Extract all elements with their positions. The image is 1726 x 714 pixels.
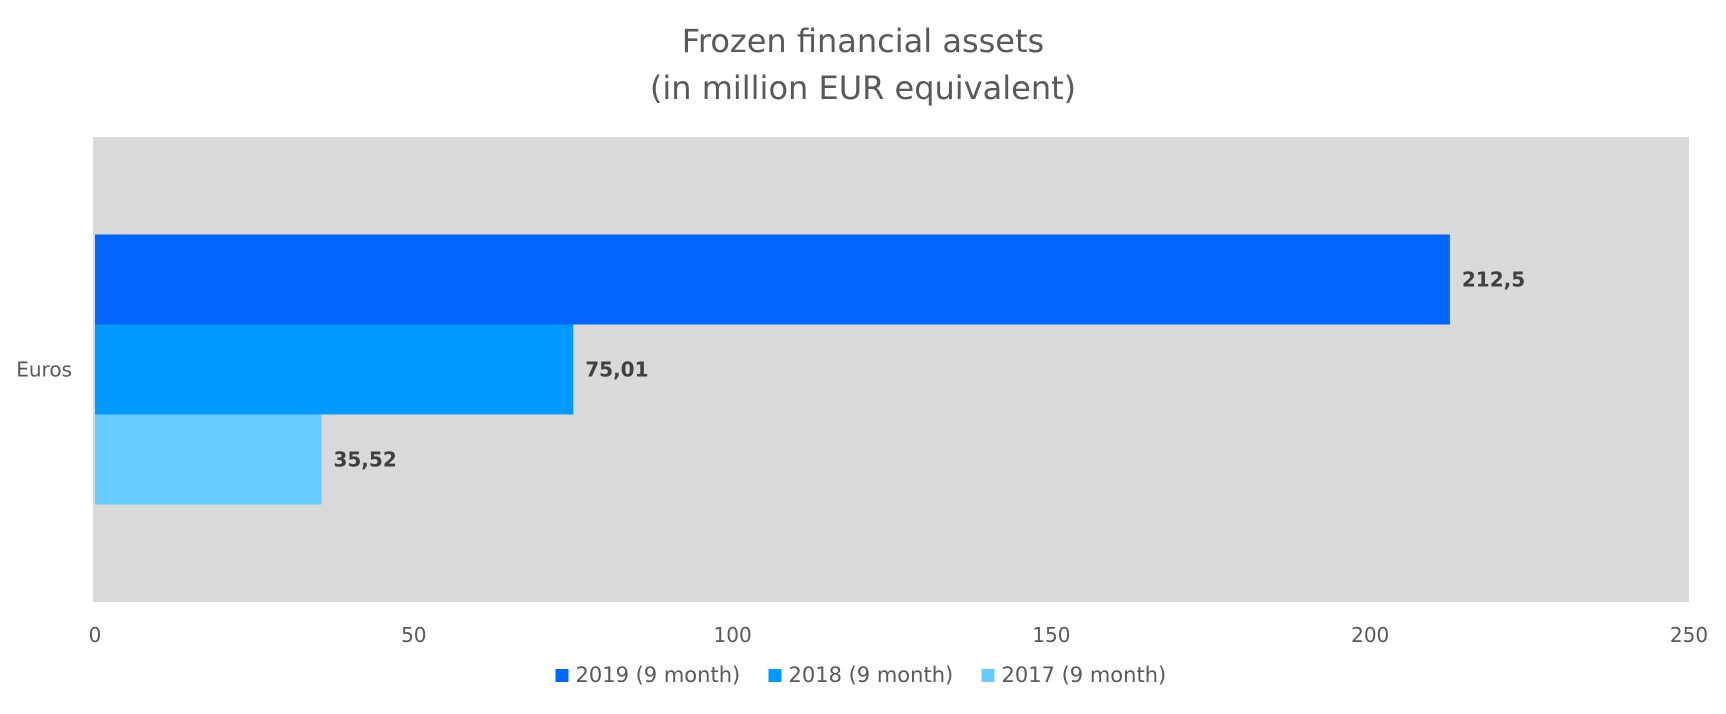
x-tick-label: 0 <box>89 623 102 647</box>
x-tick-label: 100 <box>714 623 752 647</box>
x-axis-ticks: 0 50 100 150 200 250 <box>89 623 1708 647</box>
x-tick-label: 50 <box>401 623 426 647</box>
data-label: 212,5 <box>1462 268 1525 292</box>
legend-label: 2019 (9 month) <box>576 663 741 687</box>
bar <box>95 234 1450 325</box>
data-label: 35,52 <box>333 448 396 472</box>
bars-group <box>95 234 1450 505</box>
data-labels-group: 212,5 75,01 35,52 <box>333 268 1525 472</box>
x-tick-label: 250 <box>1670 623 1708 647</box>
bar <box>95 414 322 505</box>
chart-title-line-1: Frozen financial assets <box>682 22 1044 60</box>
legend-swatch <box>981 669 995 682</box>
x-tick-label: 150 <box>1032 623 1070 647</box>
category-label: Euros <box>16 358 72 382</box>
chart-title-line-2: (in million EUR equivalent) <box>650 69 1076 107</box>
bar <box>95 324 574 415</box>
legend: 2019 (9 month) 2018 (9 month) 2017 (9 mont… <box>555 663 1167 687</box>
legend-swatch <box>768 669 782 682</box>
category-labels-group: Euros <box>16 358 72 382</box>
legend-label: 2018 (9 month) <box>789 663 954 687</box>
legend-label: 2017 (9 month) <box>1002 663 1167 687</box>
legend-swatch <box>555 669 569 682</box>
data-label: 75,01 <box>585 358 648 382</box>
x-tick-label: 200 <box>1351 623 1389 647</box>
